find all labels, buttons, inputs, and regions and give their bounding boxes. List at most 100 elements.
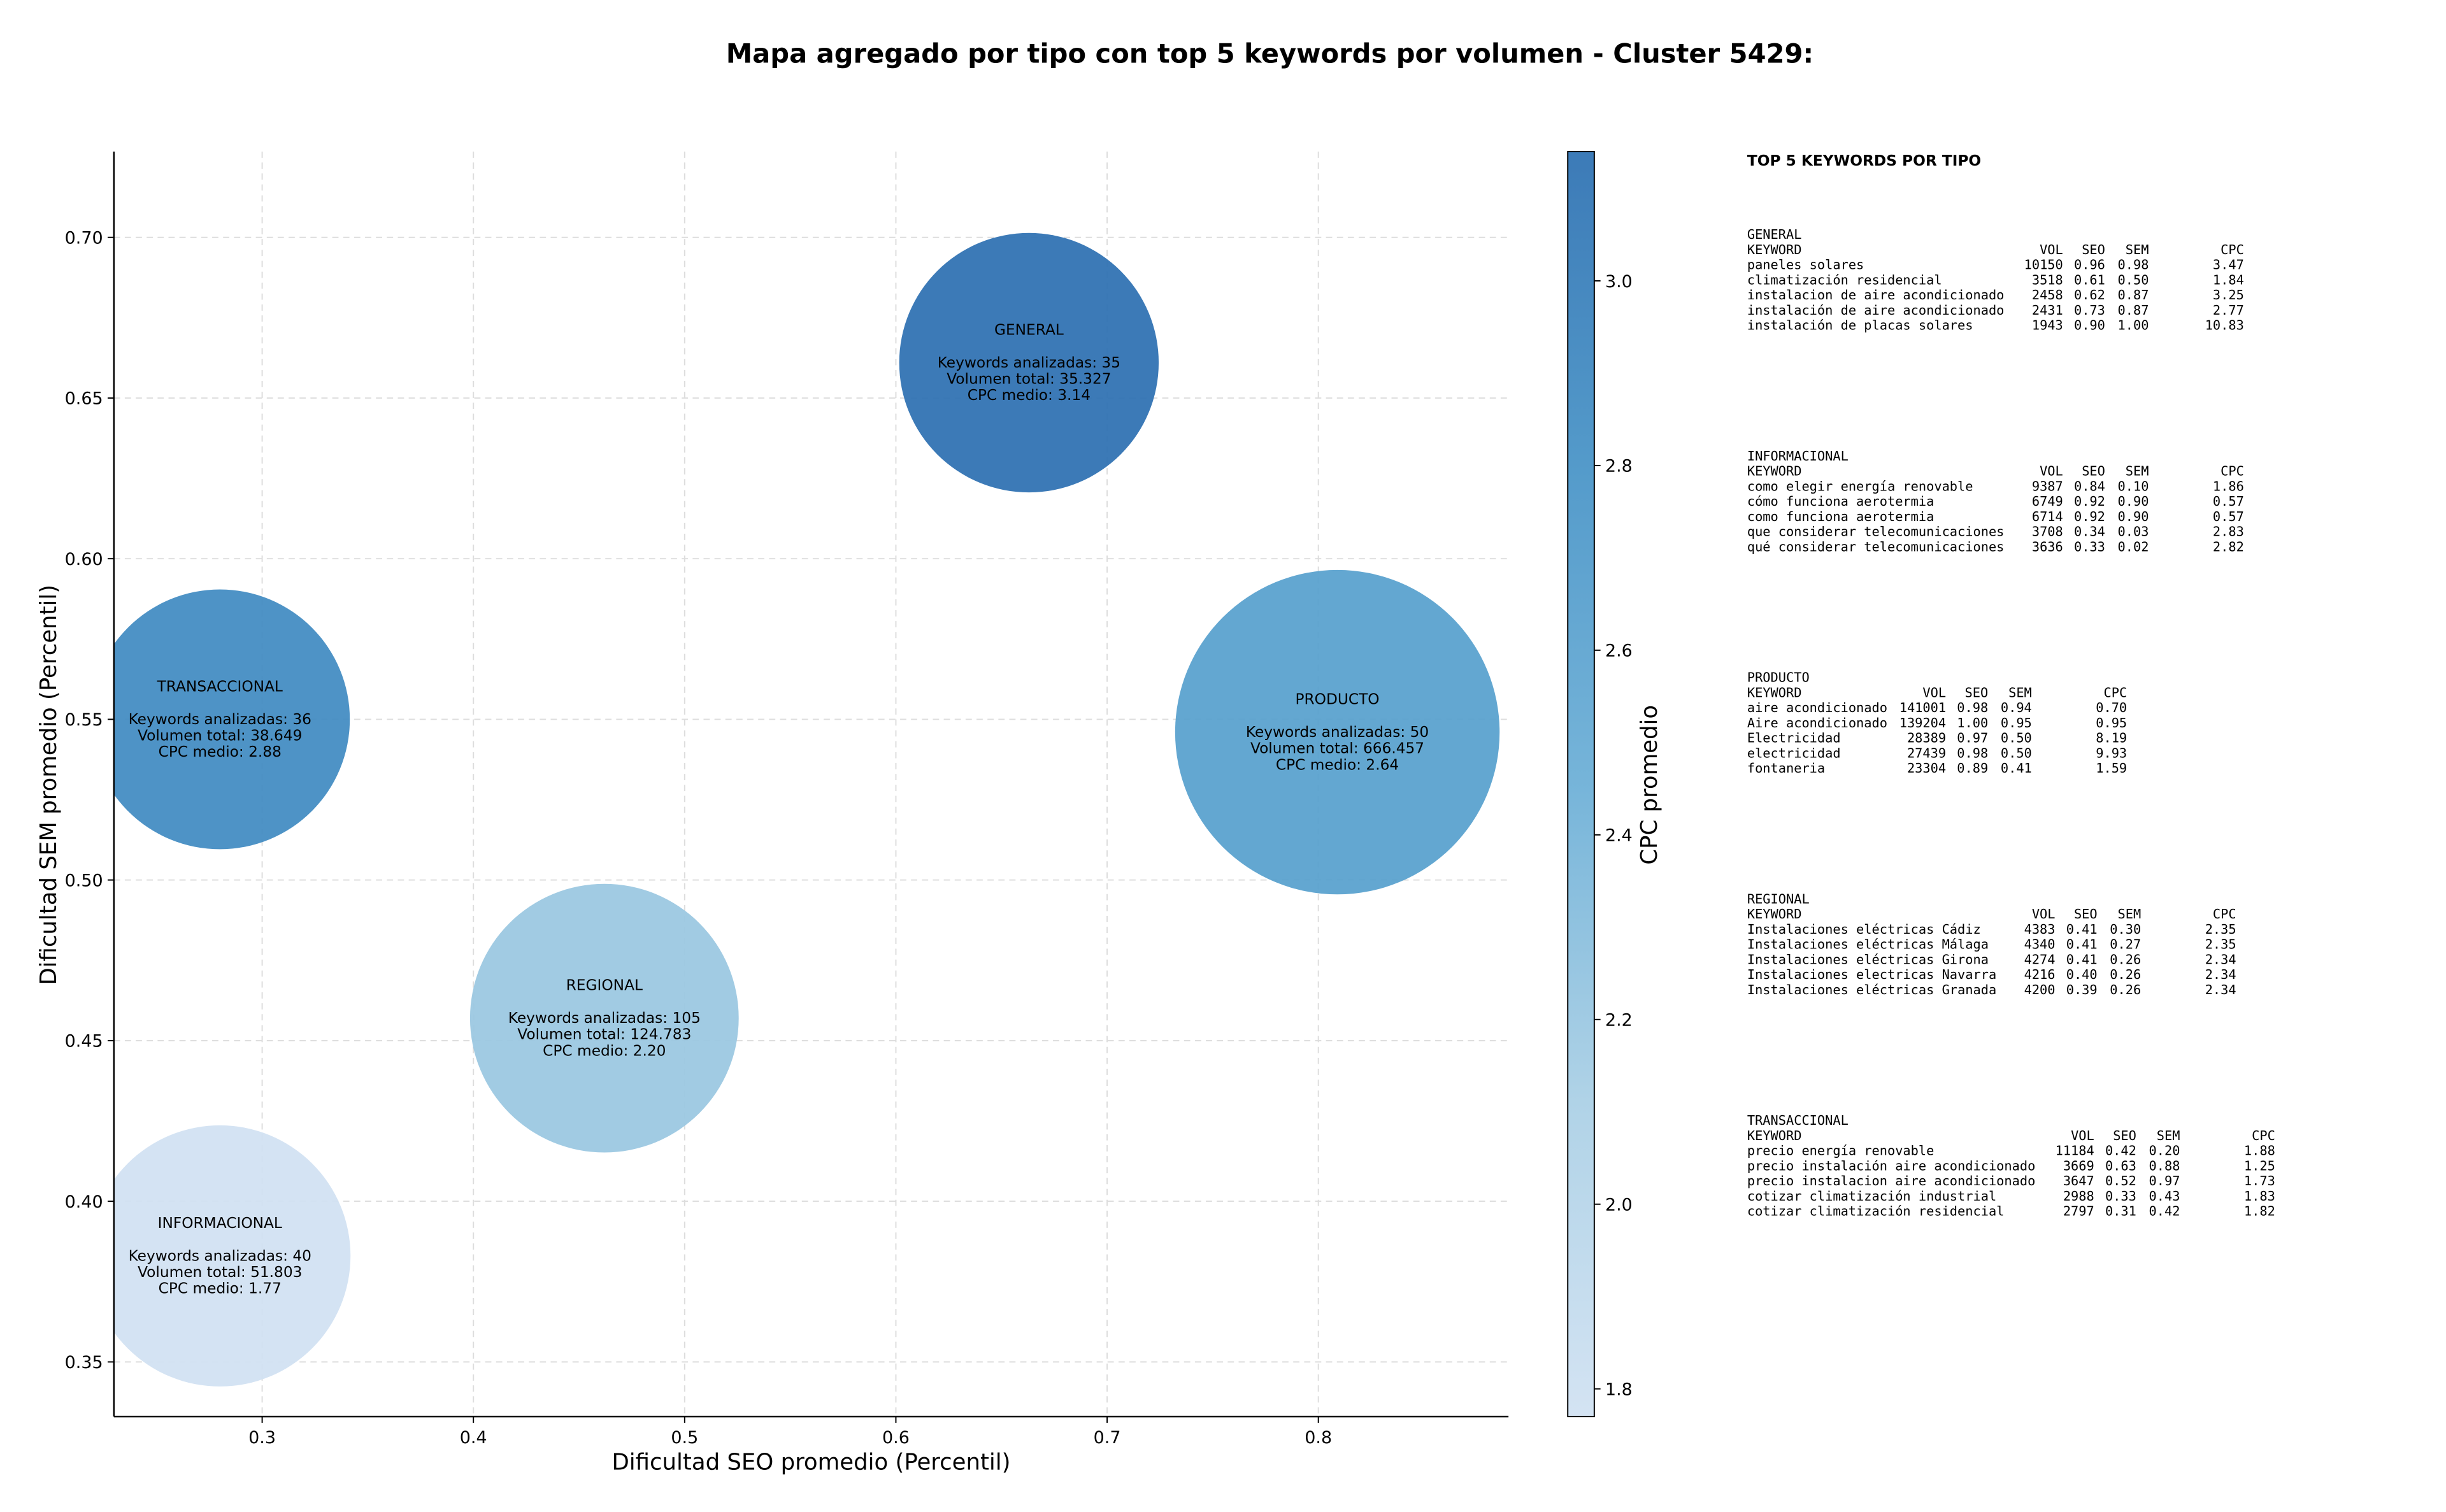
colorbar-tick-label: 2.8 [1605, 457, 1633, 476]
table-cell: 0.90 [2118, 494, 2149, 509]
table-cell: 0.87 [2118, 287, 2149, 303]
bubble-label: Keywords analizadas: 36 [129, 711, 311, 728]
table-cell: 6714 [2032, 509, 2063, 524]
y-tick-label: 0.60 [65, 550, 103, 569]
x-tick-label: 0.4 [460, 1428, 487, 1448]
table-cell: 0.39 [2066, 982, 2098, 997]
table-cell: 3.47 [2213, 257, 2244, 273]
panel-title: TOP 5 KEYWORDS POR TIPO [1747, 152, 1981, 169]
bubble [899, 232, 1159, 493]
section-name: GENERAL [1747, 227, 1802, 242]
x-tick-label: 0.6 [882, 1428, 910, 1448]
table-cell: 2.35 [2205, 937, 2236, 952]
colorbar-tick-label: 2.0 [1605, 1195, 1633, 1215]
column-header: VOL [2040, 242, 2063, 257]
x-axis-label: Dificultad SEO promedio (Percentil) [612, 1449, 1010, 1475]
bubble [113, 589, 350, 850]
table-cell: 0.98 [1957, 700, 1988, 715]
table-cell: Instalaciones eléctricas Granada [1747, 982, 1996, 997]
table-cell: 0.50 [2001, 745, 2032, 760]
table-cell: climatización residencial [1747, 272, 1942, 287]
colorbar-tick-label: 2.2 [1605, 1011, 1633, 1031]
table-cell: 2.34 [2205, 982, 2236, 997]
colorbar-tick-label: 3.0 [1605, 272, 1633, 292]
table-cell: Aire acondicionado [1747, 715, 1887, 731]
table-cell: 9.93 [2096, 745, 2127, 760]
section-name: TRANSACCIONAL [1747, 1113, 1849, 1128]
colorbar [1567, 151, 1595, 1418]
bubble-label: Volumen total: 666.457 [1250, 740, 1424, 757]
table-cell: 1.88 [2244, 1143, 2275, 1159]
table-cell: 0.41 [2066, 952, 2098, 967]
table-cell: 0.33 [2105, 1188, 2136, 1204]
table-cell: 0.20 [2149, 1143, 2180, 1159]
x-tick-label: 0.8 [1305, 1428, 1332, 1448]
column-header: SEM [2126, 242, 2149, 257]
bubble-name: INFORMACIONAL [158, 1215, 282, 1232]
table-cell: 0.92 [2074, 509, 2105, 524]
table-cell: 0.26 [2110, 967, 2141, 982]
x-tick-label: 0.5 [671, 1428, 698, 1448]
table-cell: 2.77 [2213, 303, 2244, 318]
y-tick-label: 0.50 [65, 871, 103, 890]
column-header: VOL [1922, 685, 1946, 700]
table-cell: 1.84 [2213, 272, 2244, 287]
table-cell: electricidad [1747, 745, 1841, 760]
column-header: CPC [2221, 464, 2244, 479]
column-header: KEYWORD [1747, 685, 1802, 700]
table-cell: 0.27 [2110, 937, 2141, 952]
y-tick-label: 0.65 [65, 389, 103, 409]
column-header: KEYWORD [1747, 906, 1802, 922]
section-name: REGIONAL [1747, 891, 1810, 906]
table-cell: 0.87 [2118, 303, 2149, 318]
table-cell: 0.42 [2105, 1143, 2136, 1159]
table-cell: 0.26 [2110, 982, 2141, 997]
table-cell: 1.73 [2244, 1173, 2275, 1188]
column-header: VOL [2071, 1128, 2094, 1143]
table-cell: 28389 [1907, 731, 1946, 746]
y-tick-label: 0.55 [65, 710, 103, 730]
chart-title: Mapa agregado por tipo con top 5 keyword… [726, 38, 1813, 69]
table-cell: 4383 [2024, 922, 2056, 937]
table-cell: como elegir energía renovable [1747, 478, 1973, 494]
y-tick-label: 0.45 [65, 1032, 103, 1052]
table-cell: Instalaciones electricas Navarra [1747, 967, 1996, 982]
table-cell: 0.03 [2118, 524, 2149, 539]
bubble-label: Keywords analizadas: 105 [508, 1009, 701, 1027]
bubbles [113, 232, 1500, 1387]
table-cell: qué considerar telecomunicaciones [1747, 539, 2005, 554]
bubble-label: CPC medio: 2.64 [1276, 756, 1399, 773]
bubble-label: Volumen total: 38.649 [138, 727, 302, 744]
table-cell: 0.26 [2110, 952, 2141, 967]
table-cell: 4200 [2024, 982, 2056, 997]
table-cell: 0.10 [2118, 478, 2149, 494]
column-header: SEO [1965, 685, 1989, 700]
bubble-label: CPC medio: 1.77 [159, 1280, 282, 1297]
table-cell: 0.33 [2074, 539, 2105, 554]
column-header: CPC [2213, 906, 2236, 922]
table-cell: precio instalacion aire acondicionado [1747, 1173, 2035, 1188]
table-cell: cotizar climatización residencial [1747, 1204, 2005, 1219]
table-cell: 2.83 [2213, 524, 2244, 539]
table-cell: 4216 [2024, 967, 2056, 982]
table-cell: 0.98 [1957, 745, 1988, 760]
table-cell: 0.50 [2001, 731, 2032, 746]
bubble-name: PRODUCTO [1295, 691, 1379, 708]
section-name: INFORMACIONAL [1747, 448, 1849, 464]
column-header: SEM [2118, 906, 2142, 922]
table-cell: 2.34 [2205, 967, 2236, 982]
bubble-label: Volumen total: 51.803 [138, 1264, 302, 1281]
table-cell: paneles solares [1747, 257, 1864, 273]
table-cell: 0.63 [2105, 1158, 2136, 1173]
table-cell: 0.34 [2074, 524, 2105, 539]
table-cell: 0.88 [2149, 1158, 2180, 1173]
bubble-label: CPC medio: 2.20 [543, 1042, 666, 1059]
table-cell: instalación de aire acondicionado [1747, 303, 2005, 318]
colorbar-tick-label: 2.6 [1605, 641, 1633, 661]
table-cell: 23304 [1907, 760, 1946, 776]
column-header: SEO [2113, 1128, 2136, 1143]
table-cell: 139204 [1899, 715, 1946, 731]
column-header: CPC [2221, 242, 2244, 257]
table-cell: 3708 [2032, 524, 2063, 539]
